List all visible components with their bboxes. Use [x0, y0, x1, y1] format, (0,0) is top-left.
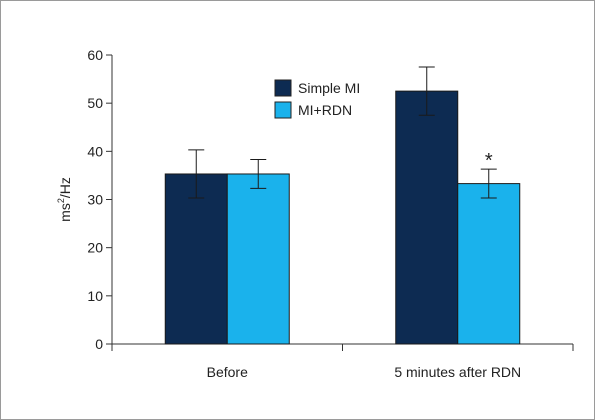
y-axis-title-tail: /Hz [57, 177, 73, 198]
error-bars [188, 66, 497, 199]
legend-swatch-mi-rdn [274, 101, 292, 119]
bar [457, 183, 521, 345]
y-tick-label: 50 [87, 95, 103, 111]
y-axis-title-main: ms [57, 203, 73, 222]
y-tick-label: 30 [87, 192, 103, 208]
legend-label-mi-rdn: MI+RDN [298, 102, 352, 118]
bar [226, 173, 290, 345]
significance-marker: * [485, 150, 493, 172]
legend-swatch-simple-mi [274, 79, 292, 97]
legend-label-simple-mi: Simple MI [298, 80, 360, 96]
y-ticks: 0 10 20 30 40 50 60 [87, 47, 112, 352]
y-axis-title-sup: 2 [56, 198, 66, 203]
annotations: * [485, 150, 493, 172]
y-tick-label: 10 [87, 288, 103, 304]
y-tick-label: 0 [95, 336, 103, 352]
x-category-label: Before [207, 364, 248, 380]
y-tick-label: 20 [87, 240, 103, 256]
legend: Simple MI MI+RDN [274, 79, 360, 119]
y-tick-label: 60 [87, 47, 103, 63]
x-category-label: 5 minutes after RDN [394, 364, 521, 380]
bar [395, 90, 459, 345]
y-tick-label: 40 [87, 143, 103, 159]
x-ticks: Before 5 minutes after RDN [111, 344, 574, 380]
y-axis-title: ms2/Hz [56, 177, 73, 222]
bar [164, 173, 228, 345]
bars [164, 90, 521, 345]
